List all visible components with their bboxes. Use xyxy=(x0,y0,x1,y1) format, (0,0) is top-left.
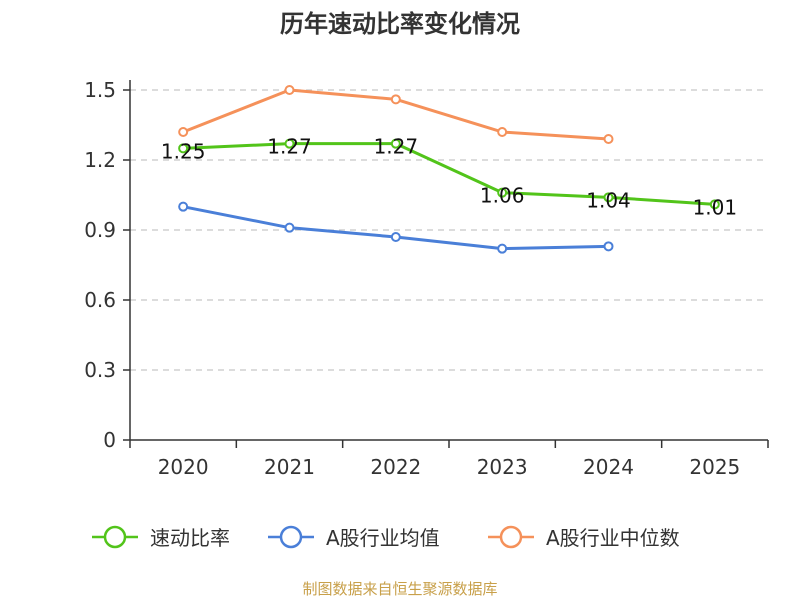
data-point[interactable] xyxy=(284,85,295,95)
data-point[interactable] xyxy=(497,187,508,198)
data-point[interactable] xyxy=(178,201,189,212)
data-point[interactable] xyxy=(709,199,720,210)
source-footer: 制图数据来自恒生聚源数据库 xyxy=(302,580,497,598)
x-tick-label: 2020 xyxy=(158,455,209,479)
grid xyxy=(130,89,768,371)
data-label: 1.01 xyxy=(693,195,738,219)
data-label: 1.27 xyxy=(267,135,312,159)
y-tick-label: 0 xyxy=(103,428,116,452)
y-tick-label: 1.5 xyxy=(84,78,116,102)
legend-label[interactable]: 速动比率 xyxy=(150,526,230,550)
data-point[interactable] xyxy=(284,222,295,233)
data-point[interactable] xyxy=(390,138,401,149)
data-point[interactable] xyxy=(603,134,614,144)
legend[interactable]: 速动比率 A股行业均值 A股行业中位数 xyxy=(92,525,680,550)
data-point[interactable] xyxy=(603,241,614,252)
data-point[interactable] xyxy=(497,243,508,254)
data-point[interactable] xyxy=(390,232,401,242)
series-group xyxy=(178,85,720,254)
x-tick-label: 2022 xyxy=(370,455,421,479)
data-point[interactable] xyxy=(390,94,401,105)
data-label: 1.25 xyxy=(161,139,206,163)
data-label: 1.06 xyxy=(480,184,525,208)
chart-title: 历年速动比率变化情况 xyxy=(280,10,520,38)
legend-label[interactable]: A股行业中位数 xyxy=(546,526,680,550)
legend-label[interactable]: A股行业均值 xyxy=(326,526,440,550)
y-tick-label: 0.6 xyxy=(84,288,116,312)
x-tick-label: 2024 xyxy=(583,455,634,479)
series-line xyxy=(183,142,715,206)
x-tick-label: 2021 xyxy=(264,455,315,479)
x-tick-label: 2023 xyxy=(477,455,528,479)
y-tick-label: 0.3 xyxy=(84,358,116,382)
data-point[interactable] xyxy=(497,127,508,137)
legend-marker[interactable] xyxy=(279,525,303,549)
data-point[interactable] xyxy=(178,143,189,154)
series-line xyxy=(182,205,609,251)
y-tick-label: 0.9 xyxy=(84,218,116,242)
legend-marker[interactable] xyxy=(103,525,127,549)
data-point[interactable] xyxy=(603,192,614,203)
data-point[interactable] xyxy=(178,127,189,137)
data-label: 1.04 xyxy=(586,188,631,212)
x-tick-label: 2025 xyxy=(689,455,740,479)
y-tick-label: 1.2 xyxy=(84,148,116,172)
axes: 0 0.3 0.6 0.9 1.2 1.5 2020 2021 2022 2023 2024 2025 xyxy=(84,78,769,479)
legend-marker[interactable] xyxy=(499,525,523,549)
data-label: 1.27 xyxy=(374,135,419,159)
data-labels: 1.25 1.27 1.27 1.06 1.04 1.01 xyxy=(161,135,737,220)
data-point[interactable] xyxy=(284,138,295,149)
